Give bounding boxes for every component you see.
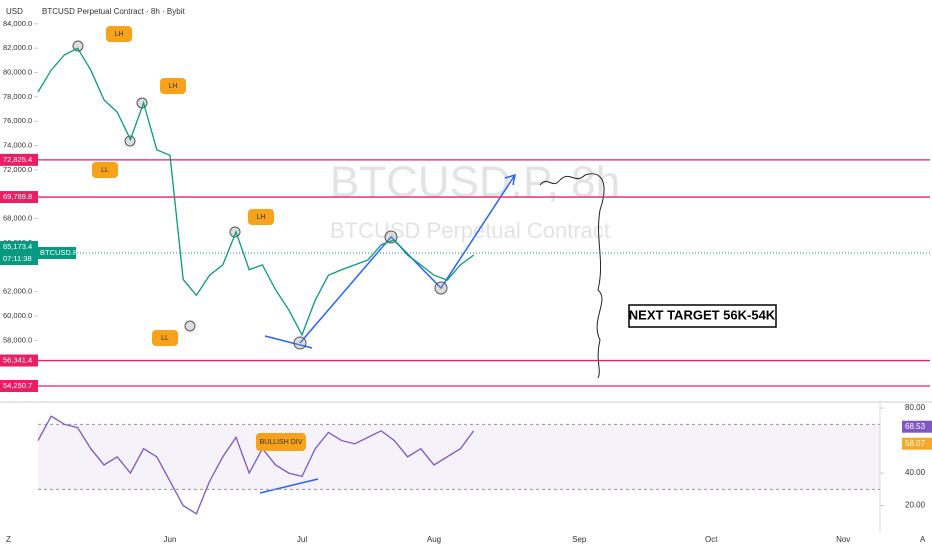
y2-tick-label: 40.00 <box>905 468 926 477</box>
target-label: NEXT TARGET 56K-54K <box>629 307 776 322</box>
chart-title: BTCUSD Perpetual Contract · 8h · Bybit <box>42 7 185 16</box>
callout-label: BULLISH DIV <box>260 439 303 446</box>
footer-right: A <box>920 535 926 544</box>
symbol-badge <box>38 247 76 260</box>
y-tick-label: 84,000.0 <box>3 19 32 28</box>
y-tick-label: 68,000.0 <box>3 214 32 223</box>
pivot <box>184 320 196 332</box>
pivot-circles <box>72 40 448 350</box>
watermark-name: BTCUSD Perpetual Contract <box>330 218 610 243</box>
level-label: 72,825.4 <box>3 155 32 164</box>
level-badge <box>0 379 38 392</box>
x-tick-label: Oct <box>705 535 718 544</box>
rsi-badge <box>902 420 932 433</box>
drawings <box>259 173 516 494</box>
level-label: 69,769.8 <box>3 192 32 201</box>
rsi-badge <box>902 437 932 450</box>
y-tick-label: 74,000.0 <box>3 141 32 150</box>
x-tick-label: Aug <box>427 535 441 544</box>
rsi-badge-label: 58.07 <box>905 439 926 448</box>
x-tick-label: Nov <box>836 535 850 544</box>
callout-label: LL <box>161 335 169 342</box>
callout <box>92 162 118 178</box>
y-tick-label: 78,000.0 <box>3 92 32 101</box>
y-tick-label: 58,000.0 <box>3 335 32 344</box>
callout-label: LH <box>169 83 178 90</box>
pivot <box>124 135 136 147</box>
callout-label: LH <box>115 31 124 38</box>
symbol-label: BTCUSD.P <box>40 248 78 257</box>
level-label: 54,250.7 <box>3 381 32 390</box>
divergence-line <box>264 335 313 349</box>
x-tick-label: Jul <box>297 535 307 544</box>
rsi-divergence-line <box>259 478 319 494</box>
level-label: 56,341.4 <box>3 356 32 365</box>
last-price-badge <box>0 241 38 266</box>
level-badge <box>0 191 38 204</box>
trend-path <box>299 174 516 344</box>
countdown: 07:11:38 <box>3 254 32 263</box>
currency: USD <box>6 7 23 16</box>
footer-left: Z <box>6 535 11 544</box>
last-price-label: 65,173.4 <box>3 242 32 251</box>
arrow-head <box>504 173 516 186</box>
x-tick-label: Sep <box>572 535 587 544</box>
callout <box>256 433 306 451</box>
y2-tick-label: 20.00 <box>905 501 926 510</box>
target-box <box>628 304 777 328</box>
pivot <box>293 336 307 350</box>
y-tick-label: 80,000.0 <box>3 68 32 77</box>
watermark-symbol: BTCUSD.P, 8h <box>330 158 620 207</box>
pivot <box>72 40 84 52</box>
callout <box>160 78 186 94</box>
y-tick-label: 72,000.0 <box>3 165 32 174</box>
pivot <box>434 281 448 295</box>
y-tick-label: 62,000.0 <box>3 287 32 296</box>
callout <box>152 330 178 346</box>
rsi-badge-label: 68.53 <box>905 422 926 431</box>
callout <box>106 26 132 42</box>
y-tick-label: 82,000.0 <box>3 43 32 52</box>
price-line <box>37 47 474 337</box>
rsi-line <box>37 415 475 515</box>
callout-label: LL <box>101 167 109 174</box>
rsi-band <box>38 424 880 490</box>
level-badge <box>0 354 38 367</box>
y-tick-label: 76,000.0 <box>3 116 32 125</box>
hand-drawn-path <box>539 173 605 379</box>
y-tick-label: 60,000.0 <box>3 311 32 320</box>
y2-tick-label: 80.00 <box>905 403 926 412</box>
callout <box>248 209 274 225</box>
level-badge <box>0 153 38 166</box>
x-tick-label: Jun <box>164 535 177 544</box>
callout-label: LH <box>257 214 266 221</box>
